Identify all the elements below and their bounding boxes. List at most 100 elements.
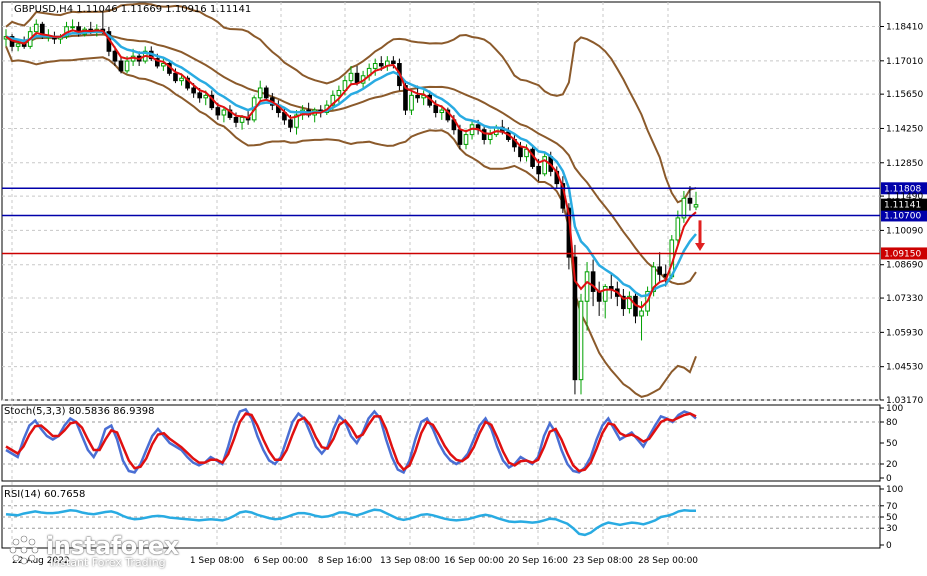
candle	[372, 58, 378, 76]
candle-body	[463, 134, 469, 145]
price-tick-label: 1.17010	[886, 57, 923, 67]
candle-body	[263, 87, 269, 99]
candle-body	[179, 77, 184, 82]
time-tick-label: 13 Sep 08:00	[380, 556, 440, 566]
rsi-tick-label: 100	[886, 485, 903, 495]
candle-body	[336, 89, 342, 96]
time-tick-label: 16 Sep 00:00	[444, 556, 504, 566]
candle-body	[639, 310, 644, 317]
ma-red-line	[5, 29, 697, 309]
candle-body	[681, 197, 687, 219]
rsi-tick-label: 70	[886, 502, 898, 512]
candle-body	[481, 129, 487, 140]
candle-body	[257, 87, 263, 99]
candle-body	[457, 129, 463, 145]
candle-body	[602, 286, 608, 302]
candle	[348, 65, 354, 86]
candle-body	[693, 204, 699, 208]
candle	[409, 90, 414, 115]
chart-title: GBPUSD,H4 1.11046 1.11669 1.10916 1.1114…	[14, 4, 251, 15]
candle-body	[124, 60, 130, 72]
candle-body	[215, 107, 221, 116]
candle	[627, 291, 632, 314]
candle-body	[191, 87, 196, 94]
candle	[621, 288, 626, 316]
candles	[3, 12, 699, 395]
time-tick-label: 23 Sep 08:00	[573, 556, 633, 566]
price-tick-label: 1.18410	[886, 23, 923, 33]
time-tick-label: 22 Aug 2022	[12, 556, 70, 566]
time-tick-label: 28 Sep 00:00	[638, 556, 698, 566]
candle	[185, 75, 190, 91]
brand-name: instaforex	[46, 532, 179, 560]
candle-body	[112, 50, 118, 62]
price-axis: 1.18410 1.17010 1.15650 1.14250 1.12850 1.114…	[880, 23, 923, 406]
candle-body	[378, 63, 384, 67]
candle-body	[233, 116, 239, 123]
brand-logo: instaforex Instant Forex Trading	[6, 530, 196, 570]
candle-body	[572, 256, 578, 381]
rsi-series-1	[5, 508, 696, 537]
price-tick-label: 1.10090	[886, 226, 923, 236]
stoch-tick-label: 100	[886, 404, 903, 414]
candle	[542, 151, 547, 177]
stoch-tick-label: 20	[886, 460, 898, 470]
price-level-tag	[881, 209, 927, 222]
time-tick-label: 20 Sep 16:00	[508, 556, 568, 566]
candle	[257, 80, 263, 101]
candle-body	[221, 109, 227, 116]
candle	[681, 190, 687, 223]
candle	[239, 114, 245, 130]
rsi-tick-label: 30	[886, 524, 898, 534]
candle-body	[627, 295, 632, 310]
candle-body	[524, 148, 529, 158]
candle	[263, 85, 269, 101]
price-tick-label: 1.05930	[886, 328, 923, 338]
time-tick-label: 6 Sep 00:00	[254, 556, 309, 566]
rsi-tick-label: 50	[886, 513, 898, 523]
candle-body	[687, 197, 693, 204]
price-tick-label: 1.14250	[886, 124, 923, 134]
candle-body	[657, 266, 662, 275]
price-level-label: 1.10700	[884, 211, 921, 221]
stoch-tick-label: 0	[886, 474, 892, 484]
candle	[693, 191, 699, 211]
candle-body	[542, 156, 547, 175]
grid-lines	[2, 2, 880, 548]
time-tick-label: 1 Sep 08:00	[190, 556, 245, 566]
candle-body	[391, 60, 396, 65]
candle	[161, 58, 166, 71]
price-tick-label: 1.08690	[886, 261, 923, 271]
price-level-label: 1.11808	[884, 184, 921, 194]
candle	[572, 244, 578, 395]
candle-body	[70, 26, 75, 29]
candle	[657, 252, 662, 282]
candle-body	[354, 72, 360, 84]
rsi-title: RSI(14) 60.7658	[4, 489, 85, 500]
candle	[590, 259, 596, 307]
candle-body	[415, 94, 420, 99]
candle-body	[203, 94, 209, 99]
candle-body	[651, 266, 656, 292]
price-level-tag	[881, 182, 927, 195]
candle	[481, 124, 487, 145]
candle	[463, 129, 469, 150]
candle-body	[372, 63, 378, 69]
candle	[221, 107, 227, 123]
time-axis: 22 Aug 2022 1 Sep 08:00 6 Sep 00:00 8 Sep 1…	[12, 556, 698, 566]
stoch-title: Stoch(5,3,3) 80.5836 86.9398	[4, 406, 155, 417]
candle-body	[621, 295, 626, 310]
candle-body	[433, 104, 439, 114]
candle-body	[173, 72, 178, 82]
candle-body	[578, 300, 584, 381]
stochastic-pane: 100 80 50 20 0	[2, 404, 903, 484]
candle-body	[590, 271, 596, 292]
candle-body	[288, 119, 293, 128]
instaforex-logo-icon	[9, 535, 39, 565]
current-price-label: 1.11141	[884, 201, 921, 211]
stoch-tick-label: 50	[886, 439, 898, 449]
candle-body	[518, 146, 523, 158]
candle-body	[294, 114, 299, 128]
stoch-tick-label: 80	[886, 418, 898, 428]
candle-body	[118, 60, 124, 72]
